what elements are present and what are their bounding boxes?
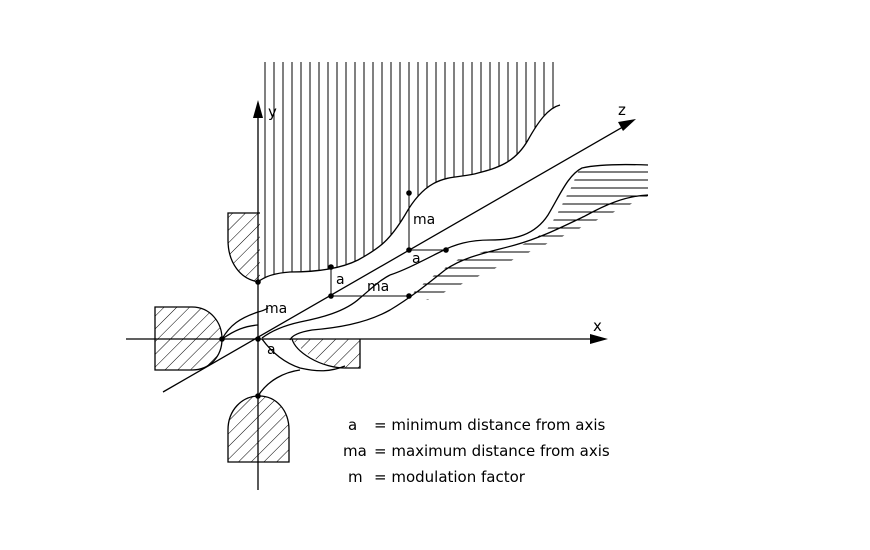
reference-points (219, 190, 449, 399)
legend-text-m: = modulation factor (374, 468, 526, 486)
left-channel-curve-upper (221, 324, 259, 340)
legend-symbol-a: a (348, 416, 357, 434)
right-electrode (389, 163, 649, 300)
right-electrode-bottom-curve (261, 338, 346, 372)
a-back-label: a (412, 251, 421, 267)
right-electrode-lower-edge (289, 215, 586, 341)
legend-text-ma: = maximum distance from axis (374, 442, 610, 460)
ma-mid-label: ma (367, 279, 389, 295)
legend-symbol-ma: ma (343, 442, 367, 460)
legend-symbol-m: m (348, 468, 363, 486)
legend-text-a: = minimum distance from axis (374, 416, 606, 434)
right-electrode-hatch (410, 165, 648, 300)
lower-channel-curve (261, 274, 391, 339)
dimension-lines (330, 193, 446, 297)
legend: a = minimum distance from axis ma = maxi… (343, 416, 610, 486)
ma-back-label: ma (413, 212, 435, 228)
x-axis (126, 334, 608, 344)
x-axis-label: x (593, 317, 602, 335)
ma-front-label: ma (265, 301, 287, 317)
a-front-label: a (267, 342, 276, 358)
y-axis-label: y (268, 103, 277, 121)
bottom-channel-curve (257, 369, 301, 397)
z-axis (162, 119, 636, 393)
right-small-electrode (291, 338, 361, 369)
y-axis (253, 100, 263, 490)
z-axis-label: z (618, 101, 626, 119)
a-mid-label: a (336, 272, 345, 288)
top-left-electrode (227, 212, 261, 283)
